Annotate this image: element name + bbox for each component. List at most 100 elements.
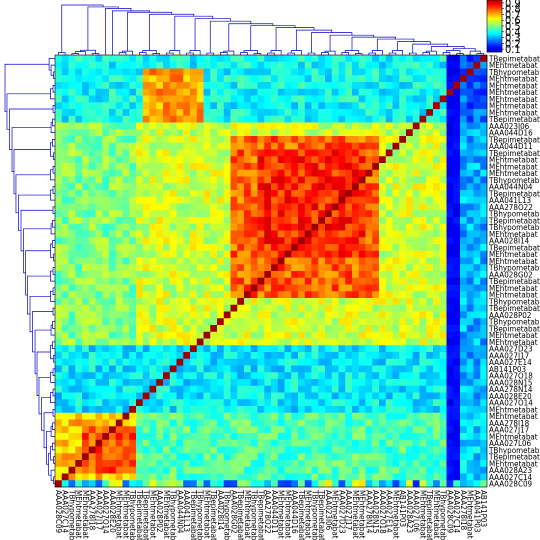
heatmap-cell [210,392,218,400]
heatmap-cell [385,473,393,481]
heatmap-cell [68,196,76,204]
heatmap-cell [237,298,245,306]
heatmap-cell [169,95,177,103]
heatmap-cell [480,372,488,380]
row-label: AAA044D16 [489,129,533,138]
heatmap-cell [480,61,488,69]
heatmap-cell [102,176,110,184]
row-label: AAA028G02 [489,270,533,279]
heatmap-cell [68,68,76,76]
heatmap-cell [426,115,434,123]
heatmap-cell [271,163,279,171]
heatmap-cell [318,466,326,474]
dendrogram-link [189,50,201,55]
heatmap-cell [190,95,198,103]
heatmap-cell [433,385,441,393]
heatmap-cell [203,358,211,366]
heatmap-cell [88,122,96,130]
heatmap-cell [163,95,171,103]
heatmap-cell [331,453,339,461]
heatmap-cell [115,95,123,103]
heatmap-cell [439,412,447,420]
heatmap-cell [480,345,488,353]
heatmap-cell [156,244,164,252]
heatmap-cell [55,433,63,441]
heatmap-cell [304,237,312,245]
heatmap-cell [372,257,380,265]
heatmap-cell [163,446,171,454]
heatmap-cell [163,61,171,69]
heatmap-cell [480,102,488,110]
heatmap-cell [109,304,117,312]
heatmap-cell [453,61,461,69]
heatmap-cell [331,68,339,76]
heatmap-cell [439,345,447,353]
heatmap-cell [325,385,333,393]
heatmap-cell [156,406,164,414]
heatmap-cell [433,365,441,373]
heatmap-cell [156,75,164,83]
heatmap-cell [129,433,137,441]
heatmap-cell [109,136,117,144]
heatmap-cell [379,115,387,123]
heatmap-cell [291,196,299,204]
heatmap-cell [61,372,69,380]
heatmap-cell [271,129,279,137]
heatmap-cell [298,264,306,272]
heatmap-cell [136,439,144,447]
heatmap-cell [392,453,400,461]
heatmap-cell [385,277,393,285]
heatmap-cell [318,379,326,387]
heatmap-cell [433,163,441,171]
heatmap-cell [277,230,285,238]
heatmap-cell [129,406,137,414]
heatmap-cell [345,257,353,265]
heatmap-cell [82,61,90,69]
heatmap-cell [109,115,117,123]
heatmap-cell [311,345,319,353]
heatmap-cell [183,473,191,481]
heatmap-cell [190,75,198,83]
heatmap-cell [149,122,157,130]
heatmap-cell [304,75,312,83]
heatmap-cell [284,109,292,117]
heatmap-cell [136,223,144,231]
heatmap-cell [271,446,279,454]
heatmap-cell [75,264,83,272]
heatmap-cell [412,149,420,157]
heatmap-cell [331,149,339,157]
heatmap-cell [109,149,117,157]
heatmap-cell [338,392,346,400]
heatmap-cell [95,304,103,312]
heatmap-cell [109,433,117,441]
heatmap-cell [277,210,285,218]
heatmap-cell [338,122,346,130]
heatmap-cell [136,433,144,441]
heatmap-cell [277,264,285,272]
heatmap-cell [277,412,285,420]
heatmap-cell [223,75,231,83]
dendrogram-link [118,52,127,55]
heatmap-cell [284,223,292,231]
heatmap-cell [237,379,245,387]
heatmap-cell [82,284,90,292]
heatmap-cell [325,102,333,110]
heatmap-cell [190,439,198,447]
heatmap-cell [419,412,427,420]
heatmap-cell [439,352,447,360]
heatmap-cell [291,352,299,360]
heatmap-cell [237,399,245,407]
heatmap-cell [358,149,366,157]
heatmap-cell [480,473,488,481]
heatmap-cell [156,433,164,441]
heatmap-cell [237,183,245,191]
heatmap-cell [136,217,144,225]
heatmap-cell [190,446,198,454]
heatmap-cell [473,237,481,245]
heatmap-cell [277,163,285,171]
row-label: TBepimetabat [488,189,540,198]
heatmap-cell [176,257,184,265]
heatmap-cell [61,129,69,137]
heatmap-cell [277,102,285,110]
heatmap-cell [385,406,393,414]
